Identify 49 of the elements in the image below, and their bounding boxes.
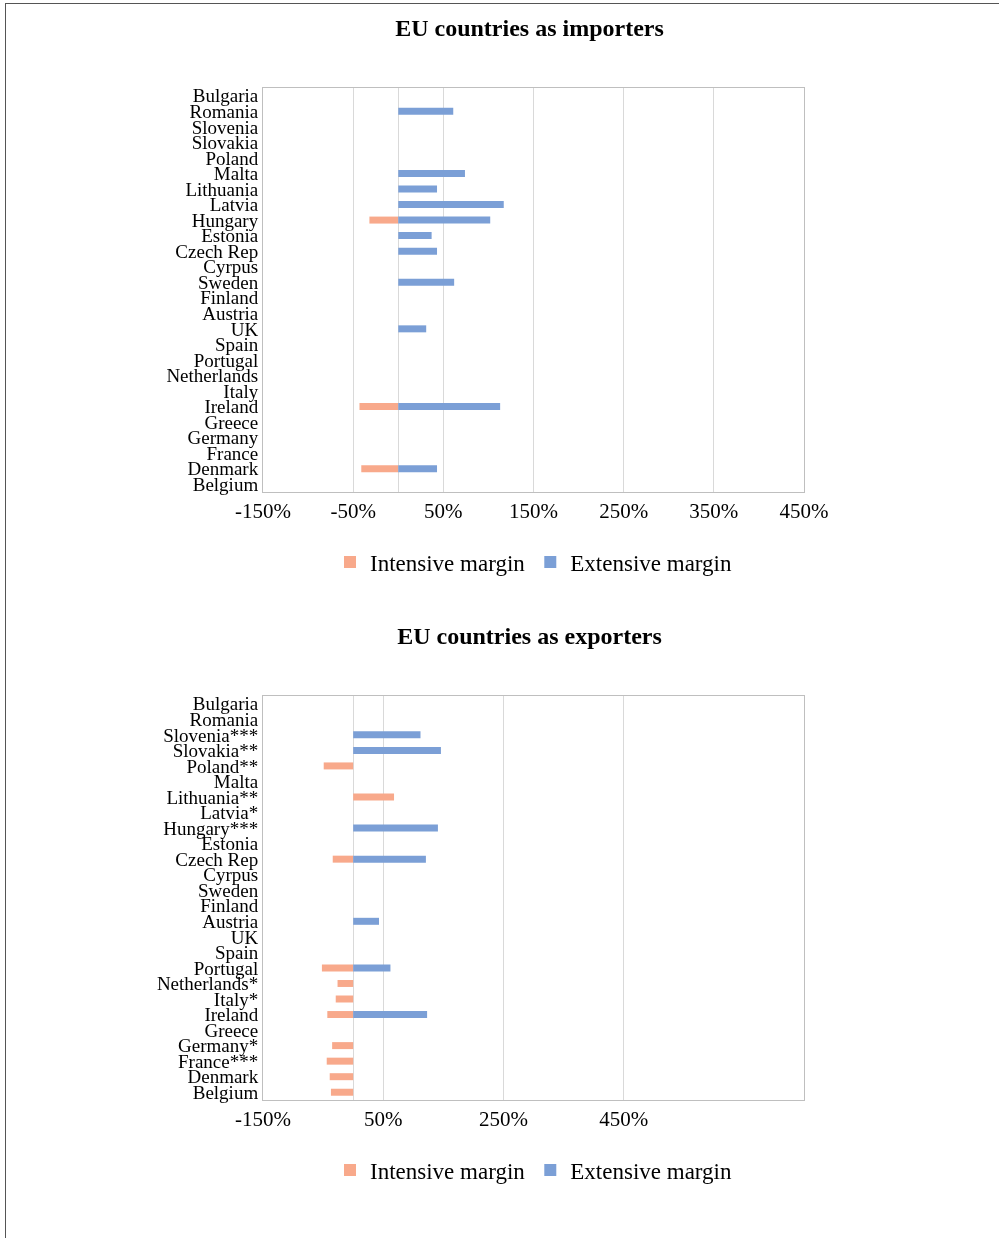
bar: [398, 232, 432, 240]
x-tick-label: -150%: [235, 1107, 291, 1132]
bar: [398, 216, 491, 224]
bar: [330, 1088, 354, 1096]
bar: [327, 1011, 354, 1019]
bar: [398, 325, 427, 333]
bar: [398, 185, 438, 193]
x-tick-label: 450%: [599, 1107, 649, 1132]
bar: [398, 247, 438, 255]
bar: [361, 465, 399, 473]
x-tick-label: 350%: [689, 499, 739, 524]
bar: [337, 979, 354, 987]
bar: [332, 1042, 354, 1050]
bar: [329, 1073, 354, 1081]
bar: [398, 403, 501, 411]
bar: [353, 917, 380, 925]
bar: [398, 201, 504, 209]
bar: [353, 1011, 428, 1019]
x-tick-label: 150%: [509, 499, 558, 524]
bar: [353, 731, 421, 739]
x-tick-label: -50%: [330, 499, 376, 524]
legend-label: Extensive margin: [570, 550, 732, 576]
bar: [353, 793, 395, 801]
bar: [369, 216, 399, 224]
chart-title: EU countries as importers: [395, 14, 664, 41]
x-tick-label: 450%: [779, 499, 829, 524]
x-tick-label: -150%: [235, 499, 291, 524]
legend-label: Extensive margin: [570, 1158, 732, 1184]
bar: [353, 746, 441, 754]
bar: [335, 995, 354, 1003]
bar: [398, 278, 455, 286]
bar: [359, 403, 399, 411]
x-tick-label: 50%: [424, 499, 463, 524]
bar: [353, 855, 426, 863]
bar: [326, 1057, 354, 1065]
legend-label: Intensive margin: [370, 1158, 526, 1184]
bar: [398, 465, 438, 473]
bar: [321, 964, 354, 972]
bar: [353, 964, 391, 972]
legend-label: Intensive margin: [370, 550, 526, 576]
chart-title: EU countries as exporters: [397, 622, 662, 649]
bar: [323, 762, 354, 770]
x-tick-label: 250%: [599, 499, 649, 524]
x-tick-label: 250%: [478, 1107, 528, 1132]
bar: [398, 169, 465, 177]
bar: [332, 855, 354, 863]
bar: [353, 824, 438, 832]
x-tick-label: 50%: [363, 1107, 403, 1132]
bar: [398, 107, 454, 115]
